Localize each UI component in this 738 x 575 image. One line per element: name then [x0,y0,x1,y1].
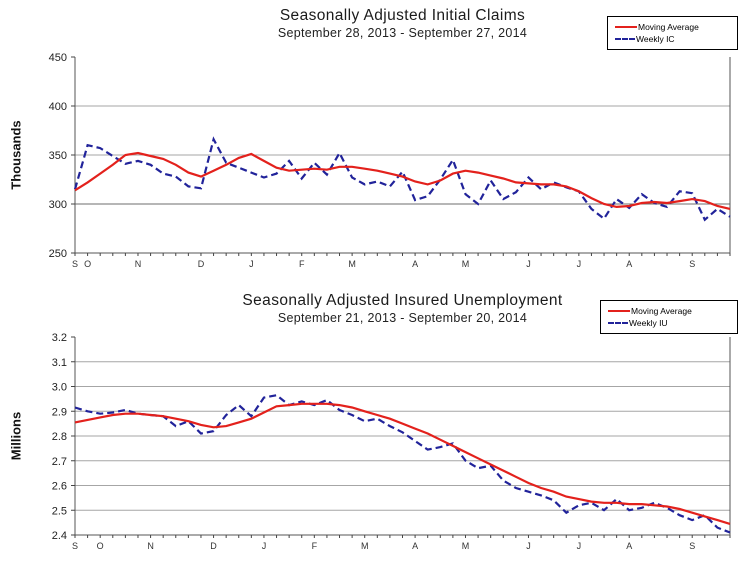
legend-label-moving-average-2: Moving Average [631,306,692,316]
insured-unemployment-legend: Moving Average Weekly IU [600,300,738,334]
initial-claims-header: Seasonally Adjusted Initial Claims Septe… [75,6,730,41]
y-tick-label: 3.1 [52,357,67,369]
x-month-label: M [361,541,369,551]
x-month-label: A [412,259,418,269]
y-tick-label: 2.5 [52,505,67,517]
x-month-label: A [626,259,632,269]
moving-average-line [74,151,731,210]
y-tick-label: 250 [49,248,67,260]
weekly-ic-line-sample-icon [615,38,635,40]
x-month-label: D [210,541,217,551]
legend-label-moving-average: Moving Average [638,22,699,32]
x-month-label: J [577,541,582,551]
x-month-label: J [262,541,267,551]
y-tick-label: 2.6 [52,481,67,493]
x-month-label: S [72,259,78,269]
x-month-label: N [147,541,154,551]
y-tick-label: 2.7 [52,456,67,468]
legend-label-weekly-ic: Weekly IC [636,34,675,44]
insured-unemployment-header: Seasonally Adjusted Insured Unemployment… [75,291,730,326]
x-month-label: J [577,259,582,269]
x-month-label: M [462,259,470,269]
x-month-label: A [412,541,418,551]
y-tick-label: 3.0 [52,382,67,394]
initial-claims-legend: Moving Average Weekly IC [607,16,738,50]
initial-claims-subtitle: September 28, 2013 - September 27, 2014 [277,26,528,40]
moving-average-line-sample-icon [615,26,637,28]
insured-unemployment-subtitle: September 21, 2013 - September 20, 2014 [277,311,528,325]
initial-claims-title: Seasonally Adjusted Initial Claims [279,7,526,24]
x-month-label: S [689,259,695,269]
x-month-label: O [97,541,104,551]
y-tick-label: 3.2 [52,332,67,344]
x-month-label: A [626,541,632,551]
weekly-line [74,394,731,534]
legend-label-weekly-iu: Weekly IU [629,318,668,328]
insured-unemployment-plot: 2.4 2.5 2.6 2.7 2.8 2.9 3.0 3.1 3.2 S O N D J F M A M J J A S [52,332,731,551]
y-tick-label: 450 [49,52,67,64]
weekly-iu-line-sample-icon [608,322,628,324]
x-month-label: D [198,259,205,269]
x-month-label: J [249,259,254,269]
x-month-label: M [462,541,470,551]
legend-row-moving-average-2: Moving Average [608,305,733,317]
y-tick-label: 2.8 [52,431,67,443]
legend-row-moving-average: Moving Average [615,21,733,33]
y-tick-label: 400 [49,101,67,113]
x-month-label: O [84,259,91,269]
moving-average-line-sample-icon-2 [608,310,630,312]
x-month-label: S [689,541,695,551]
legend-row-weekly-iu: Weekly IU [608,317,733,329]
y-tick-label: 350 [49,150,67,162]
x-month-label: M [348,259,356,269]
y-tick-label: 2.9 [52,406,67,418]
weekly-line [73,136,731,222]
y-tick-label: 300 [49,199,67,211]
x-month-label: F [299,259,305,269]
x-month-label: F [312,541,318,551]
x-month-label: J [526,259,531,269]
x-month-label: N [135,259,142,269]
y-tick-label: 2.4 [52,530,67,542]
x-month-label: S [72,541,78,551]
x-month-label: J [526,541,531,551]
moving-average-line [74,402,731,525]
insured-unemployment-title: Seasonally Adjusted Insured Unemployment [242,292,563,309]
legend-row-weekly-ic: Weekly IC [615,33,733,45]
